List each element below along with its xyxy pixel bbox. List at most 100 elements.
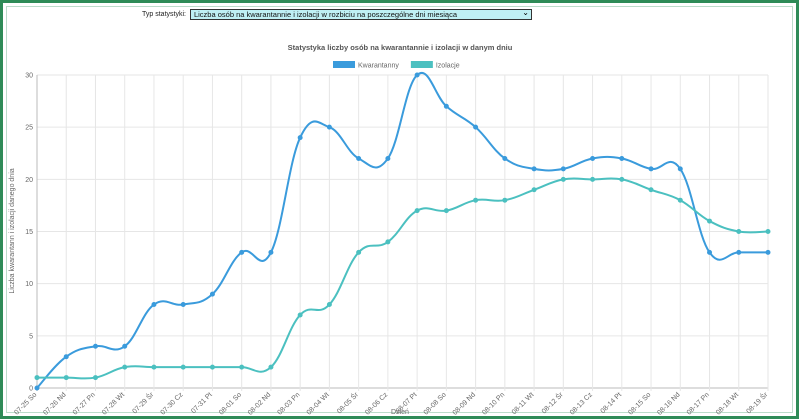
data-point[interactable] [619, 155, 625, 161]
data-point[interactable] [765, 229, 771, 234]
y-tick-label: 15 [25, 229, 33, 236]
chevron-down-icon: ⌄ [522, 8, 529, 17]
data-point[interactable] [473, 124, 479, 130]
legend-label: Kwarantanny [358, 63, 399, 70]
data-point[interactable] [560, 176, 566, 182]
data-point[interactable] [151, 364, 157, 370]
data-point[interactable] [648, 187, 654, 193]
x-axis-title: Dzień [391, 409, 409, 416]
data-point[interactable] [180, 302, 186, 308]
series-line [36, 71, 768, 389]
data-point[interactable] [443, 103, 449, 109]
data-point[interactable] [63, 375, 69, 381]
data-point[interactable] [356, 155, 362, 161]
x-tick-label: 08-01 So [218, 391, 243, 416]
x-tick-label: 07-28 Wt [101, 391, 126, 416]
x-tick-label: 08-04 Wt [306, 391, 331, 416]
chart-series [34, 71, 771, 391]
data-point[interactable] [209, 291, 215, 297]
x-tick-label: 08-06 Cz [364, 391, 389, 416]
data-point[interactable] [356, 249, 362, 255]
data-point[interactable] [443, 208, 449, 214]
data-point[interactable] [92, 343, 98, 349]
chart-legend: Kwarantanny Izolacje [333, 61, 460, 70]
data-point[interactable] [268, 364, 274, 370]
data-point[interactable] [268, 249, 274, 255]
x-tick-label: 07-31 Pt [190, 391, 214, 415]
y-tick-label: 0 [29, 386, 33, 393]
data-point[interactable] [34, 385, 40, 391]
x-tick-label: 08-16 Nd [656, 391, 681, 416]
data-point[interactable] [297, 135, 303, 141]
data-point[interactable] [590, 155, 596, 161]
data-point[interactable] [151, 302, 157, 308]
data-point[interactable] [707, 249, 713, 255]
data-point[interactable] [297, 312, 303, 318]
inner-frame [6, 6, 793, 413]
legend-label: Izolacje [436, 63, 460, 70]
x-tick-label: 08-18 Wt [715, 391, 740, 416]
data-point[interactable] [326, 124, 332, 130]
data-point[interactable] [239, 364, 245, 370]
x-tick-label: 08-15 So [627, 391, 652, 416]
data-point[interactable] [736, 229, 742, 234]
data-point[interactable] [736, 249, 742, 255]
data-point[interactable] [414, 72, 420, 78]
x-tick-label: 08-14 Pt [600, 391, 624, 415]
x-tick-label: 07-25 So [13, 391, 38, 416]
data-point[interactable] [122, 343, 128, 349]
y-tick-label: 25 [25, 125, 33, 132]
data-point[interactable] [502, 197, 508, 203]
data-point[interactable] [590, 176, 596, 182]
statistic-type-label: Typ statystyki: [142, 11, 186, 18]
y-tick-label: 5 [29, 333, 33, 340]
data-point[interactable] [677, 166, 683, 172]
x-tick-label: 08-02 Nd [247, 391, 272, 416]
data-point[interactable] [414, 208, 420, 214]
data-point[interactable] [707, 218, 713, 224]
x-tick-label: 08-11 Wt [511, 391, 536, 416]
legend-swatch [333, 61, 355, 68]
data-point[interactable] [326, 302, 332, 308]
data-point[interactable] [648, 166, 654, 172]
y-tick-label: 20 [25, 177, 33, 184]
legend-item[interactable]: Kwarantanny [333, 61, 399, 70]
x-tick-label: 08-19 Śr [744, 390, 770, 416]
x-tick-label: 07-29 Śr [130, 390, 156, 416]
data-point[interactable] [92, 375, 98, 381]
data-point[interactable] [531, 187, 537, 193]
x-tick-label: 08-17 Pn [686, 391, 711, 416]
series-izolacje [34, 176, 771, 381]
x-tick-label: 08-03 Pn [277, 391, 302, 416]
data-point[interactable] [63, 354, 69, 360]
series-line [37, 177, 769, 380]
legend-swatch [410, 61, 433, 68]
x-tick-label: 08-08 So [423, 391, 448, 416]
data-point[interactable] [560, 166, 566, 172]
legend-item[interactable]: Izolacje [410, 61, 460, 70]
data-point[interactable] [122, 364, 128, 370]
data-point[interactable] [209, 364, 215, 370]
data-point[interactable] [677, 197, 683, 203]
data-point[interactable] [765, 249, 771, 255]
chart-title: Statystyka liczby osób na kwarantannie i… [288, 43, 513, 52]
data-point[interactable] [239, 249, 245, 255]
x-tick-label: 08-10 Pn [481, 391, 506, 416]
y-tick-label: 10 [25, 281, 33, 288]
data-point[interactable] [531, 166, 537, 172]
x-tick-label: 08-12 Śr [539, 390, 565, 416]
data-point[interactable] [385, 239, 391, 245]
data-point[interactable] [385, 155, 391, 161]
y-axis-ticks: 0 5 10 15 20 25 30 [25, 73, 33, 393]
x-tick-label: 08-05 Śr [335, 390, 361, 416]
y-tick-label: 30 [25, 73, 33, 80]
data-point[interactable] [473, 197, 479, 203]
data-point[interactable] [502, 155, 508, 161]
data-point[interactable] [34, 375, 40, 381]
x-tick-label: 08-13 Cz [569, 391, 594, 416]
data-point[interactable] [180, 364, 186, 370]
data-point[interactable] [619, 176, 625, 182]
statistic-type-select[interactable]: Liczba osób na kwarantannie i izolacji w… [189, 8, 532, 20]
series-kwarantanny [34, 71, 771, 391]
